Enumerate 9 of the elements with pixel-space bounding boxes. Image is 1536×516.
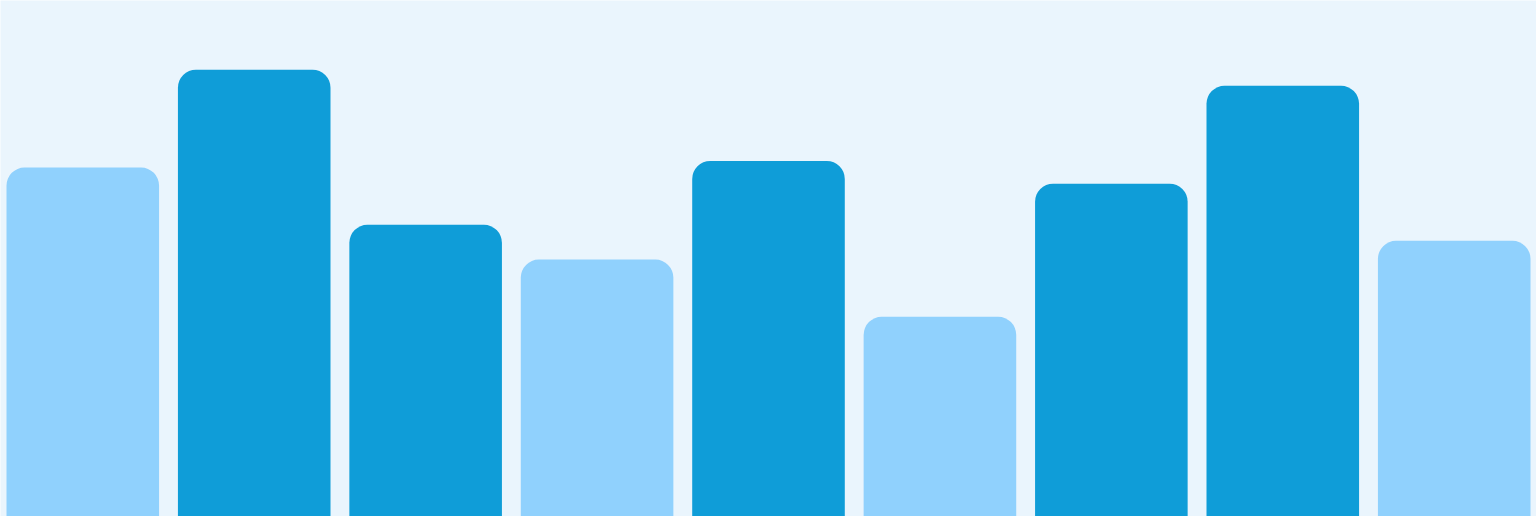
bar — [692, 160, 845, 516]
bar — [349, 224, 502, 516]
bar — [863, 316, 1017, 516]
bar — [1206, 85, 1360, 516]
bar — [177, 69, 331, 516]
bar — [6, 167, 160, 516]
bar — [520, 259, 674, 516]
bar — [1377, 240, 1531, 516]
bar — [1035, 183, 1188, 516]
